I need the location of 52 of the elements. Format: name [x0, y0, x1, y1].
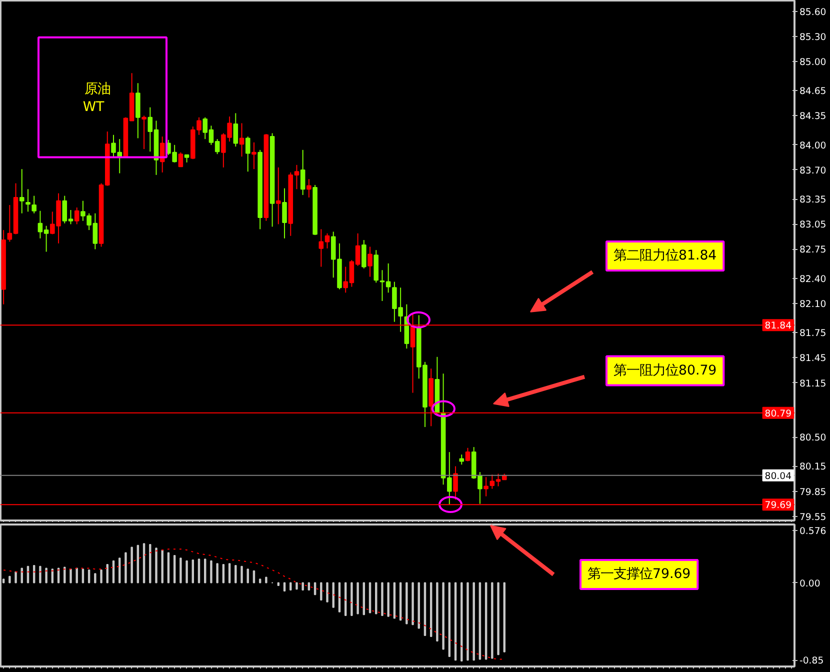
- candlestick: [459, 454, 464, 466]
- candlestick: [306, 178, 312, 198]
- y-tick-label: 85.30: [800, 32, 826, 43]
- candlestick: [252, 142, 256, 170]
- candlestick: [239, 122, 244, 158]
- candlestick: [32, 195, 36, 214]
- y-tick-label: 81.45: [800, 353, 826, 364]
- y-tick-label: 83.70: [800, 165, 826, 176]
- y-tick-label: 84.35: [800, 111, 826, 122]
- y-tick-label: 0.576: [800, 526, 826, 537]
- annotation: 第二阻力位81.84: [614, 248, 717, 264]
- line-series: [3, 548, 505, 660]
- y-tick-label: -0.85: [800, 656, 824, 667]
- y-tick-label: 85.00: [800, 56, 826, 68]
- y-tick-label: 85.60: [800, 6, 826, 18]
- y-tick-label: 82.75: [800, 244, 826, 256]
- candlestick: [362, 240, 366, 269]
- candlestick: [276, 166, 281, 225]
- candlestick: [245, 136, 250, 172]
- candlestick: [368, 246, 372, 278]
- candlestick: [233, 112, 238, 148]
- candlestick: [484, 476, 488, 497]
- y-tick-label: 84.65: [800, 86, 826, 98]
- y-tick-label: 83.35: [800, 194, 826, 206]
- candlestick: [142, 115, 146, 150]
- candlestick: [300, 149, 306, 196]
- y-tick-label: 81.75: [800, 328, 826, 340]
- y-tick-label: 79.85: [800, 486, 826, 498]
- annotation: 第一阻力位80.79: [614, 363, 717, 378]
- candlestick: [74, 207, 80, 225]
- y-tick-label: 0.00: [800, 578, 820, 590]
- y-tick-label: 82.10: [800, 298, 826, 310]
- y-tick-label: 83.05: [800, 220, 826, 231]
- y-tick-label: 80.15: [800, 462, 826, 473]
- candlestick: [282, 188, 287, 239]
- y-tick-label: 79.55: [800, 512, 826, 523]
- y-tick-label: 84.00: [800, 140, 826, 152]
- ref-line-label: 79.69: [764, 500, 792, 512]
- ref-line-label: 80.04: [764, 470, 792, 482]
- y-tick-label: 82.40: [800, 274, 826, 285]
- y-tick-label: 81.15: [800, 378, 826, 390]
- candlestick: [178, 152, 184, 168]
- candlestick: [465, 447, 470, 462]
- annotation: 原油: [84, 82, 110, 97]
- annotation: 第一支撑位79.69: [588, 567, 691, 582]
- y-tick-label: 80.50: [800, 432, 826, 444]
- candlestick: [26, 188, 30, 212]
- ref-line-label: 80.79: [764, 408, 792, 420]
- ref-line-label: 81.84: [764, 320, 792, 332]
- candlestick: [453, 466, 458, 500]
- annotation: WT: [82, 100, 106, 115]
- candlestick: [19, 168, 24, 214]
